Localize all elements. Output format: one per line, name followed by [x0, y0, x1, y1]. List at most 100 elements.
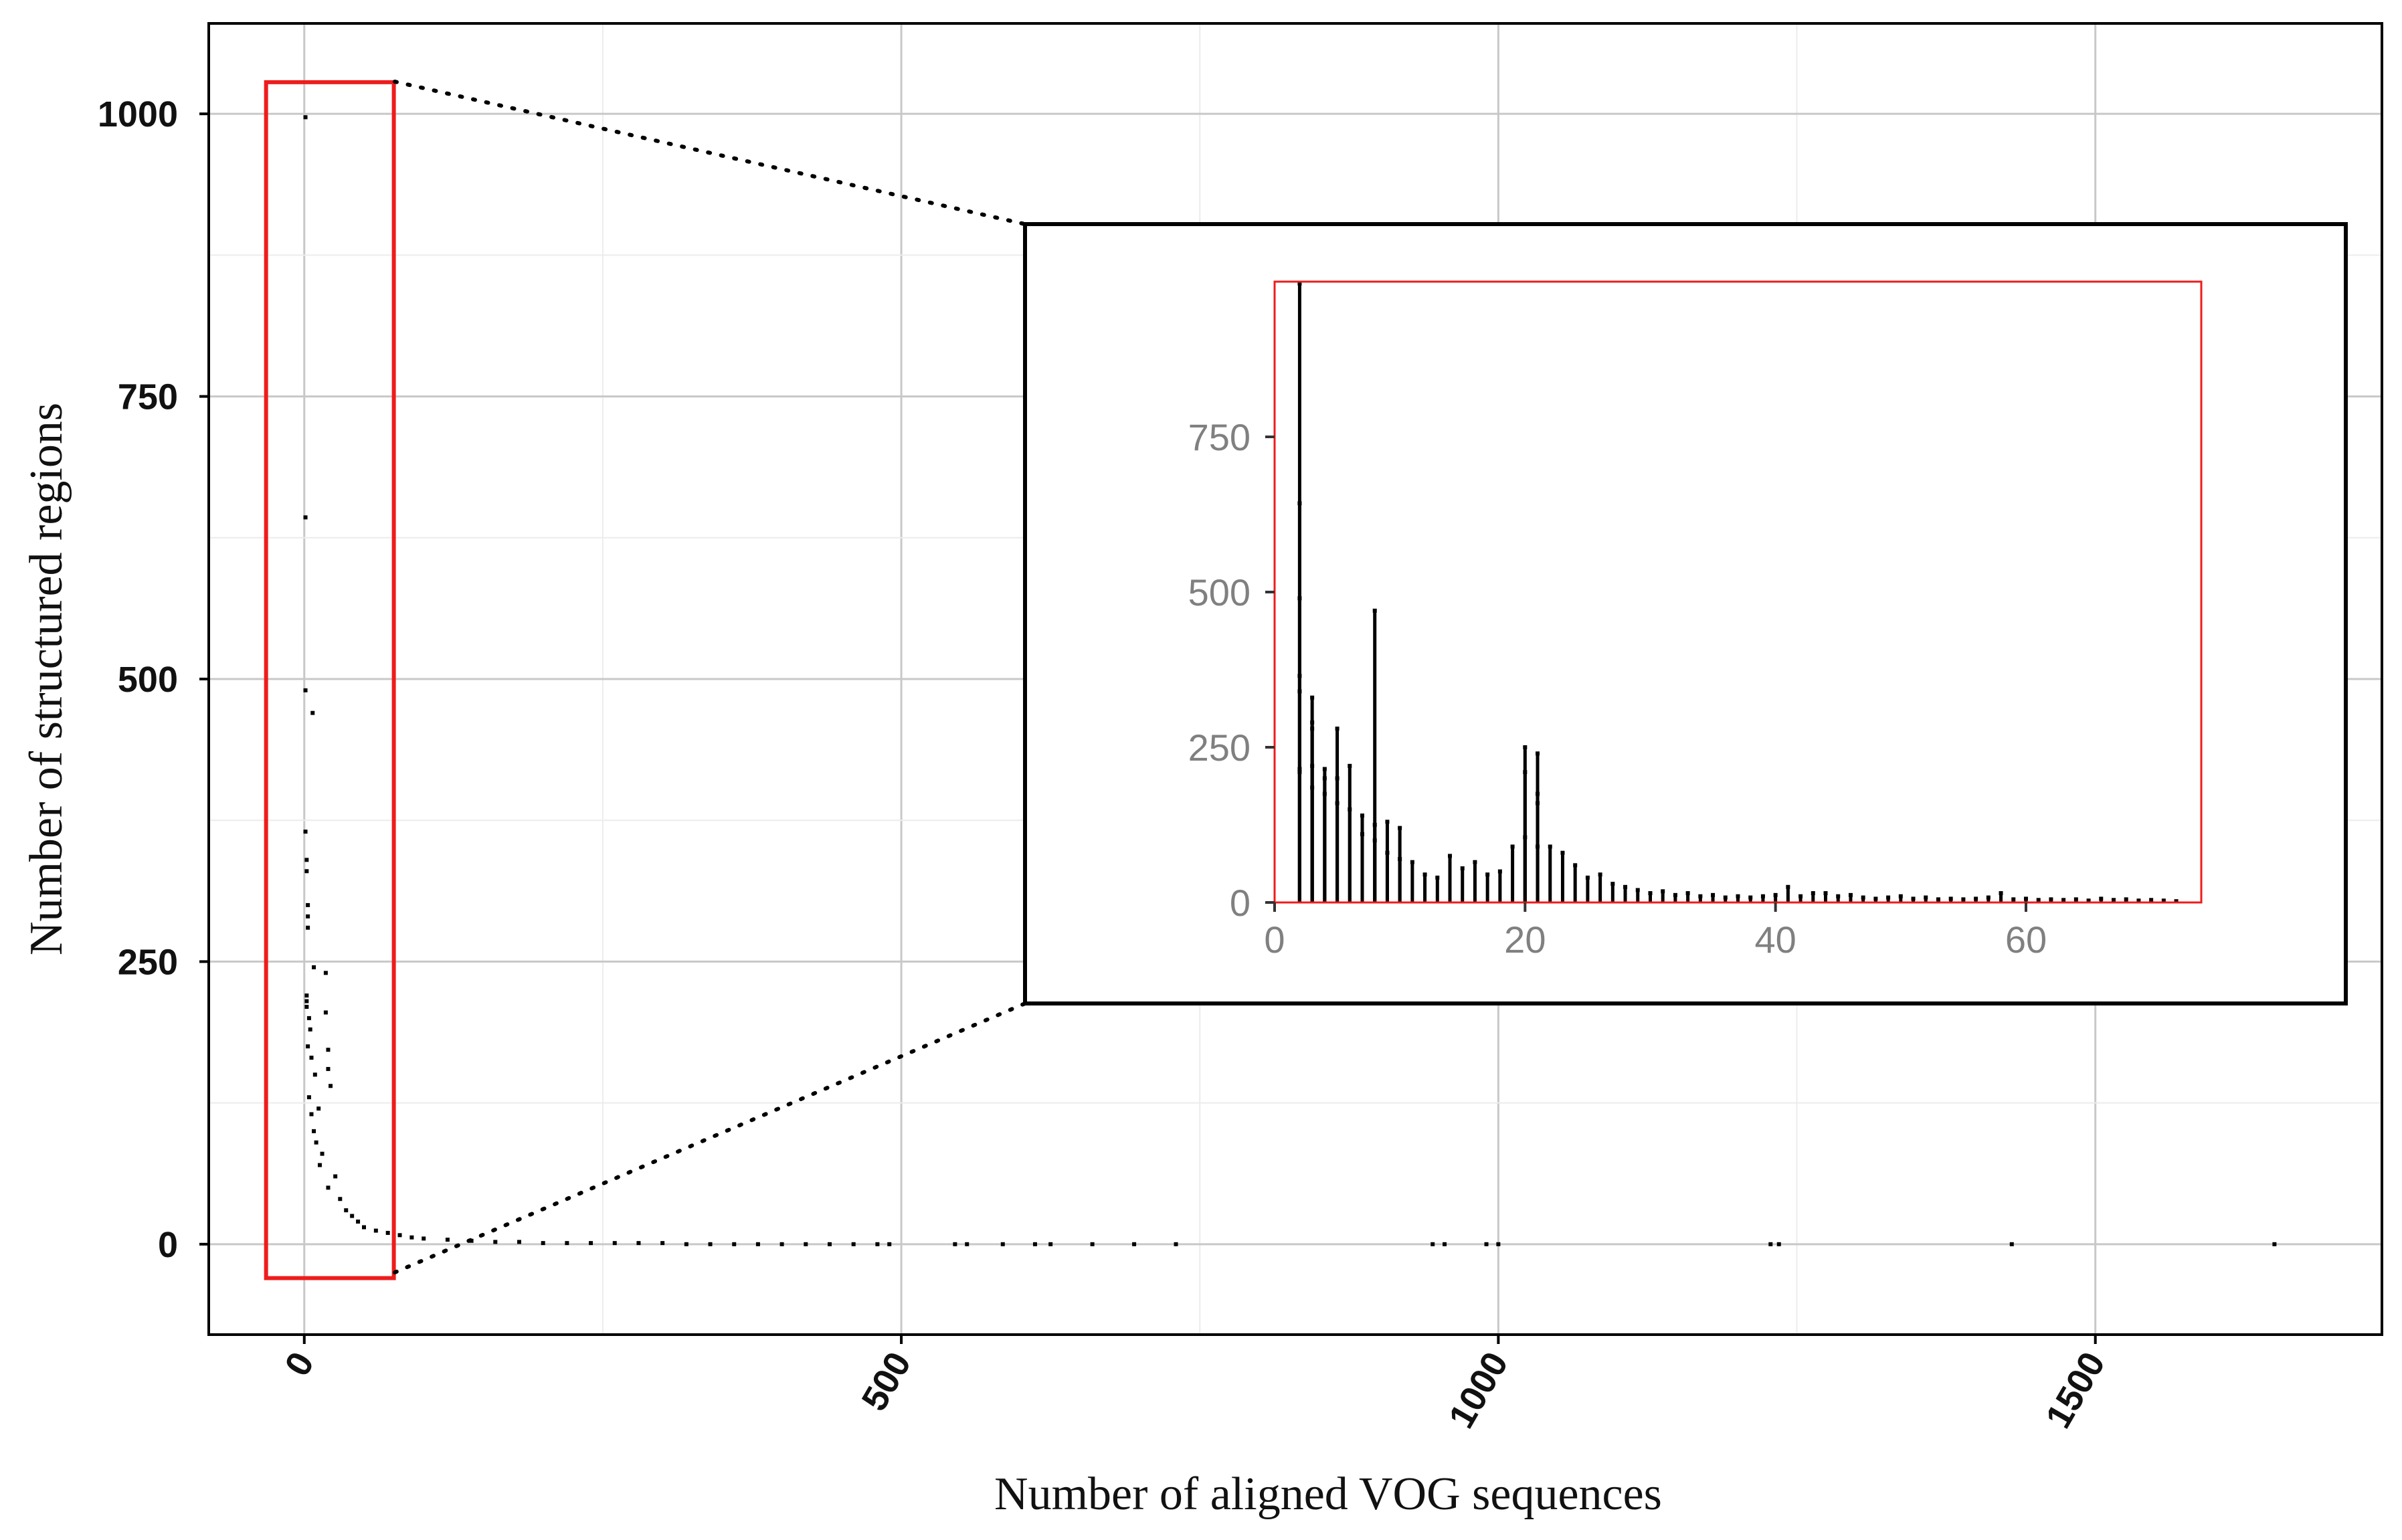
data-point	[314, 1140, 318, 1145]
inset-data-point	[1372, 608, 1377, 613]
inset-data-point	[2161, 898, 2166, 903]
inset-data-point	[1536, 791, 1540, 796]
inset-data-point	[1335, 727, 1339, 731]
inset-data-point	[1711, 892, 1716, 897]
data-point	[1132, 1242, 1137, 1246]
data-point	[422, 1236, 426, 1241]
data-point	[304, 1005, 309, 1009]
data-point	[732, 1242, 737, 1246]
data-point	[304, 999, 309, 1003]
inset-data-point	[1560, 850, 1565, 855]
data-point	[1000, 1242, 1005, 1246]
data-point	[304, 993, 309, 998]
inset-data-point	[2036, 898, 2041, 902]
inset-data-point	[1924, 895, 1928, 900]
inset-data-point	[1310, 727, 1315, 731]
data-point	[660, 1241, 665, 1246]
inset-data-point	[2061, 898, 2066, 902]
inset-data-point	[1360, 832, 1365, 836]
data-point	[373, 1228, 378, 1233]
inset-data-point	[1698, 894, 1703, 898]
inset-y-tick-label: 500	[1188, 571, 1251, 613]
inset-data-point	[1473, 860, 1477, 864]
y-tick-label: 1000	[98, 94, 178, 134]
inset-data-point	[1523, 745, 1528, 749]
inset-data-point	[1435, 875, 1440, 880]
inset-data-point	[1936, 897, 1940, 902]
inset-y-tick-label: 250	[1188, 727, 1251, 769]
inset-data-point	[1685, 891, 1690, 896]
data-point	[320, 1151, 325, 1156]
inset-data-point	[1848, 892, 1853, 897]
inset-data-point	[1760, 894, 1765, 898]
main-scatter-points	[303, 115, 2277, 1246]
inset-data-point	[2124, 897, 2128, 902]
data-point	[1174, 1242, 1178, 1246]
inset-data-point	[1360, 813, 1365, 818]
inset-data-point	[1961, 897, 1966, 902]
data-point	[397, 1233, 402, 1238]
data-point	[304, 858, 309, 862]
zoom-region-box	[264, 80, 396, 1280]
inset-data-point	[2111, 898, 2116, 902]
data-point	[329, 1084, 333, 1088]
inset-x-tick-label: 40	[1755, 919, 1796, 961]
data-point	[541, 1241, 545, 1246]
inset-data-point	[1536, 801, 1540, 805]
data-point	[385, 1230, 390, 1235]
data-point	[953, 1242, 957, 1246]
data-point	[1776, 1242, 1781, 1246]
inset-x-tick-label: 20	[1504, 919, 1546, 961]
inset-data-point	[1523, 835, 1528, 840]
data-point	[308, 1027, 312, 1032]
data-point	[1768, 1242, 1773, 1246]
inset-data-point	[1661, 889, 1665, 894]
data-point	[303, 515, 308, 520]
data-point	[1496, 1242, 1501, 1246]
data-point	[1443, 1242, 1447, 1246]
inset-data-point	[2174, 899, 2179, 904]
inset-data-point	[1322, 767, 1327, 771]
inset-data-point	[1335, 776, 1339, 781]
inset-data-point	[2086, 898, 2091, 903]
data-point	[323, 1010, 328, 1015]
inset-data-point	[1372, 823, 1377, 827]
data-point	[493, 1240, 498, 1244]
data-point	[828, 1242, 832, 1246]
inset-data-point	[1911, 896, 1916, 901]
y-tick-label: 250	[118, 942, 178, 982]
inset-data-point	[1999, 891, 2003, 896]
x-axis-title: Number of aligned VOG sequences	[994, 1468, 1662, 1520]
data-point	[303, 115, 308, 120]
inset-data-point	[1385, 820, 1390, 824]
data-point	[303, 688, 308, 692]
data-point	[1090, 1242, 1095, 1246]
data-point	[1048, 1242, 1053, 1246]
data-point	[309, 1112, 314, 1117]
inset-data-point	[1886, 895, 1891, 900]
inset-data-point	[1811, 891, 1815, 896]
inset-data-point	[2136, 898, 2141, 903]
inset-data-point	[1635, 888, 1640, 892]
data-point	[565, 1241, 569, 1246]
inset-data-point	[1497, 869, 1502, 874]
inset-data-point	[1310, 720, 1315, 725]
inset-data-point	[2023, 896, 2028, 901]
inset-data-point	[1536, 844, 1540, 849]
data-point	[755, 1242, 760, 1246]
inset-data-point	[1348, 807, 1352, 811]
inset-x-tick-label: 0	[1264, 919, 1285, 961]
data-point	[312, 1129, 316, 1133]
data-point	[589, 1241, 593, 1246]
inset-data-point	[1974, 896, 1978, 901]
data-point	[409, 1235, 414, 1240]
data-point	[306, 1095, 311, 1100]
data-point	[804, 1242, 808, 1246]
inset-data-point	[1398, 857, 1402, 862]
inset-data-point	[1297, 689, 1302, 694]
data-point	[303, 830, 308, 834]
inset-data-point	[1310, 695, 1315, 700]
data-point	[517, 1240, 521, 1244]
data-point	[708, 1242, 713, 1246]
data-point	[326, 1066, 331, 1071]
